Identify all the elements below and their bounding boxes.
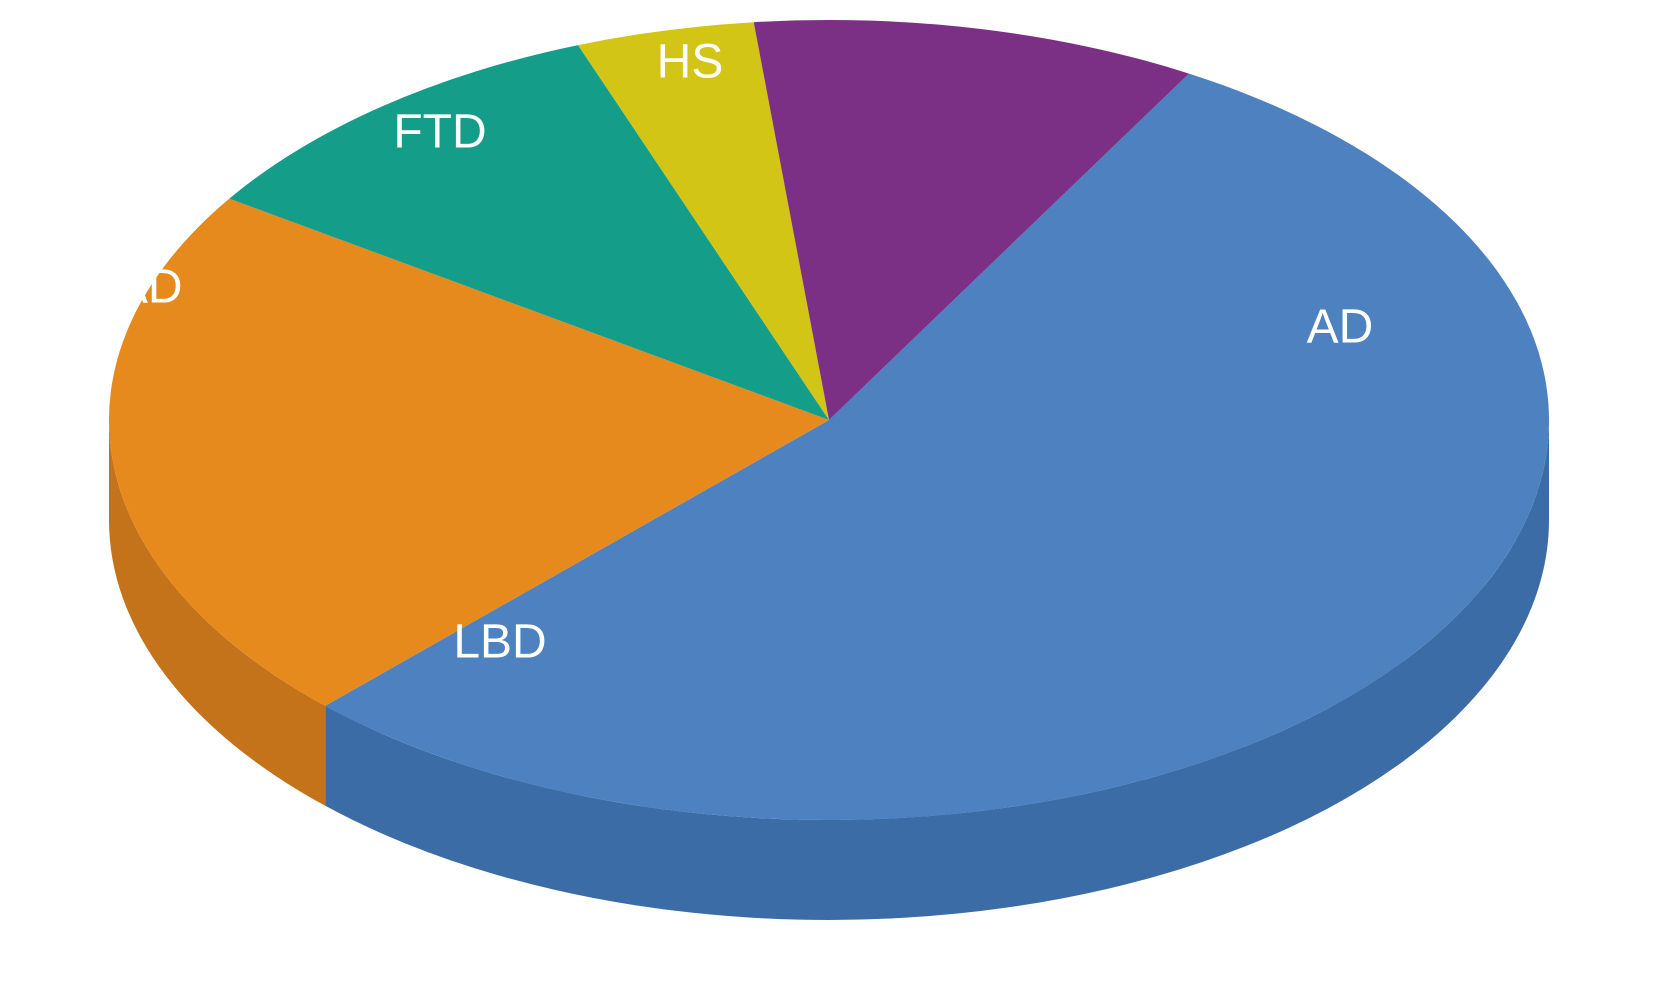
slice-label-ad: AD (1307, 301, 1374, 354)
slice-label-hs: HS (657, 36, 724, 89)
slice-label-lbd: LBD (453, 616, 546, 669)
slice-label-vad: VAD (87, 261, 182, 314)
pie-top (109, 20, 1549, 820)
slice-label-ftd: FTD (393, 106, 486, 159)
pie-chart-svg: AD LBD VAD FTD HS (0, 0, 1658, 1008)
pie-chart-3d: AD LBD VAD FTD HS (0, 0, 1658, 1008)
